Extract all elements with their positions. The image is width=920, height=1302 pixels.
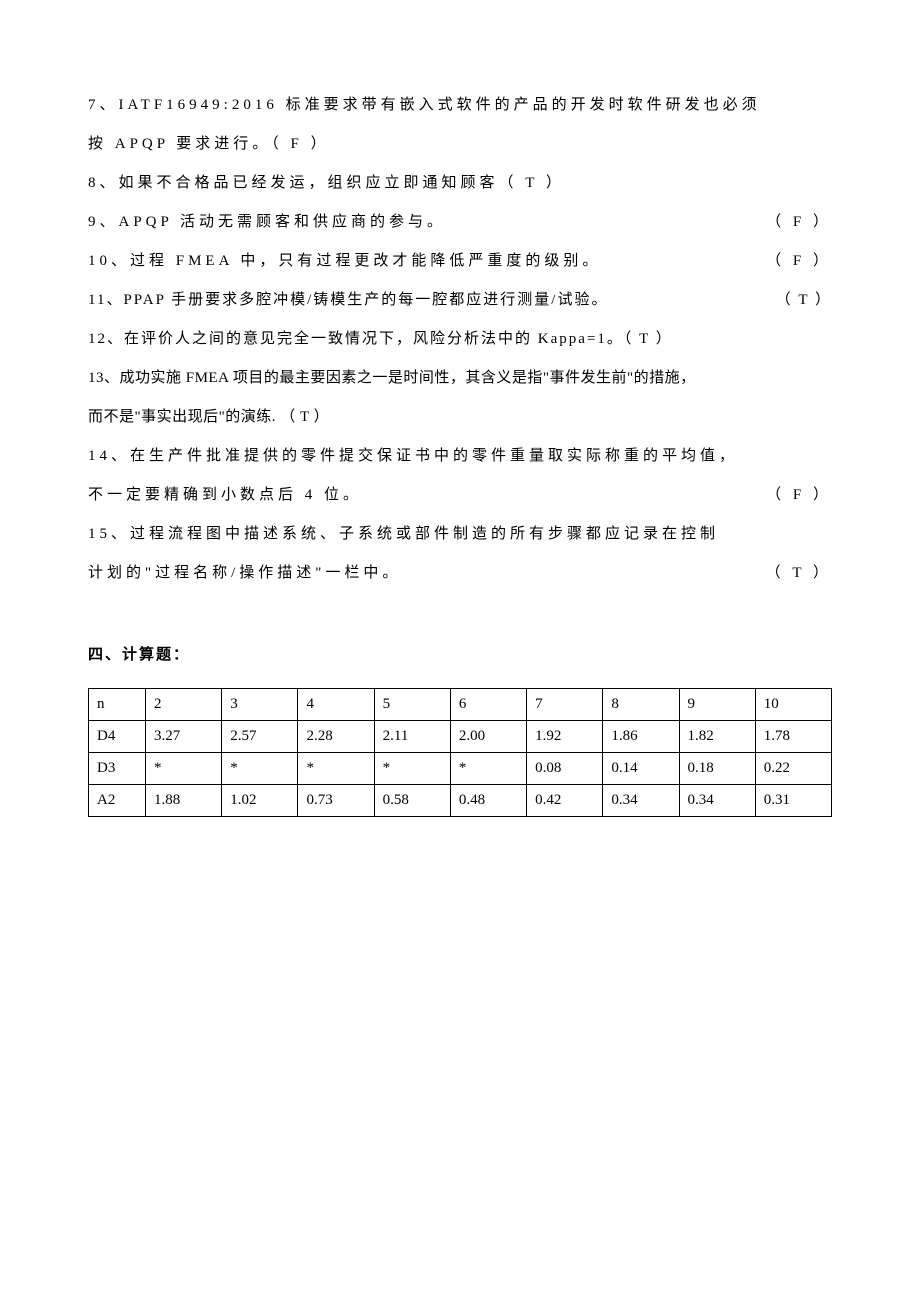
- question-10: 10、过程 FMEA 中，只有过程更改才能降低严重度的级别。 （ F ）: [88, 242, 832, 281]
- table-cell: 2.11: [374, 721, 450, 753]
- question-11-text: 11、PPAP 手册要求多腔冲模/铸模生产的每一腔都应进行测量/试验。: [88, 292, 608, 308]
- table-cell: 1.02: [222, 785, 298, 817]
- question-14-line2-text: 不一定要精确到小数点后 4 位。: [88, 487, 362, 503]
- table-row: A2 1.88 1.02 0.73 0.58 0.48 0.42 0.34 0.…: [89, 785, 832, 817]
- table-cell: 2.00: [450, 721, 526, 753]
- table-cell: 1.92: [527, 721, 603, 753]
- question-9: 9、APQP 活动无需顾客和供应商的参与。 （ F ）: [88, 203, 832, 242]
- table-cell: 0.31: [755, 785, 831, 817]
- question-9-text: 9、APQP 活动无需顾客和供应商的参与。: [88, 214, 446, 230]
- question-7-line1: 7、IATF16949:2016 标准要求带有嵌入式软件的产品的开发时软件研发也…: [88, 86, 832, 125]
- document-page: 7、IATF16949:2016 标准要求带有嵌入式软件的产品的开发时软件研发也…: [0, 0, 920, 817]
- table-cell: 0.34: [603, 785, 679, 817]
- question-9-answer: （ F ）: [766, 203, 832, 242]
- coefficients-table: n 2 3 4 5 6 7 8 9 10 D4 3.27 2.57 2.28 2…: [88, 688, 832, 817]
- table-cell: 0.14: [603, 753, 679, 785]
- question-14-answer: （ F ）: [766, 476, 832, 515]
- table-cell: 9: [679, 689, 755, 721]
- table-cell: 2: [146, 689, 222, 721]
- question-15-answer: （ T ）: [766, 554, 832, 593]
- table-cell: 0.08: [527, 753, 603, 785]
- table-cell: 0.48: [450, 785, 526, 817]
- row-header: n: [89, 689, 146, 721]
- question-13-line1: 13、成功实施 FMEA 项目的最主要因素之一是时间性，其含义是指"事件发生前"…: [88, 359, 832, 398]
- question-15-line2: 计划的"过程名称/操作描述"一栏中。 （ T ）: [88, 554, 832, 593]
- table-cell: 1.86: [603, 721, 679, 753]
- table-cell: 0.73: [298, 785, 374, 817]
- question-14-line1: 14、在生产件批准提供的零件提交保证书中的零件重量取实际称重的平均值，: [88, 437, 832, 476]
- table-cell: 0.58: [374, 785, 450, 817]
- row-header: A2: [89, 785, 146, 817]
- table-cell: 0.22: [755, 753, 831, 785]
- table-cell: 3.27: [146, 721, 222, 753]
- section-title: 四、计算题：: [88, 643, 832, 664]
- question-8: 8、如果不合格品已经发运，组织应立即通知顾客（ T ）: [88, 164, 832, 203]
- table-cell: 8: [603, 689, 679, 721]
- row-header: D3: [89, 753, 146, 785]
- table-cell: 0.18: [679, 753, 755, 785]
- table-cell: 0.42: [527, 785, 603, 817]
- question-11: 11、PPAP 手册要求多腔冲模/铸模生产的每一腔都应进行测量/试验。 （ T …: [88, 281, 832, 320]
- table-cell: 2.57: [222, 721, 298, 753]
- table-cell: *: [374, 753, 450, 785]
- question-10-answer: （ F ）: [766, 242, 832, 281]
- table-cell: 1.82: [679, 721, 755, 753]
- question-13-line2: 而不是"事实出现后"的演练. （ T ）: [88, 398, 832, 437]
- table-cell: 1.78: [755, 721, 831, 753]
- table-cell: *: [222, 753, 298, 785]
- table-row: D3 * * * * * 0.08 0.14 0.18 0.22: [89, 753, 832, 785]
- question-7-line2: 按 APQP 要求进行。（ F ）: [88, 125, 832, 164]
- table-cell: 1.88: [146, 785, 222, 817]
- table-cell: *: [450, 753, 526, 785]
- table-cell: 0.34: [679, 785, 755, 817]
- question-11-answer: （ T ）: [776, 281, 832, 320]
- table-cell: 7: [527, 689, 603, 721]
- question-15-line2-text: 计划的"过程名称/操作描述"一栏中。: [88, 565, 401, 581]
- table-cell: *: [146, 753, 222, 785]
- question-14-line2: 不一定要精确到小数点后 4 位。 （ F ）: [88, 476, 832, 515]
- question-12: 12、在评价人之间的意见完全一致情况下，风险分析法中的 Kappa=1。（ T …: [88, 320, 832, 359]
- table-cell: 10: [755, 689, 831, 721]
- table-cell: 6: [450, 689, 526, 721]
- table-cell: 4: [298, 689, 374, 721]
- question-10-text: 10、过程 FMEA 中，只有过程更改才能降低严重度的级别。: [88, 253, 601, 269]
- table-cell: 5: [374, 689, 450, 721]
- question-15-line1: 15、过程流程图中描述系统、子系统或部件制造的所有步骤都应记录在控制: [88, 515, 832, 554]
- table-row: n 2 3 4 5 6 7 8 9 10: [89, 689, 832, 721]
- table-cell: *: [298, 753, 374, 785]
- table-cell: 2.28: [298, 721, 374, 753]
- table-row: D4 3.27 2.57 2.28 2.11 2.00 1.92 1.86 1.…: [89, 721, 832, 753]
- row-header: D4: [89, 721, 146, 753]
- table-cell: 3: [222, 689, 298, 721]
